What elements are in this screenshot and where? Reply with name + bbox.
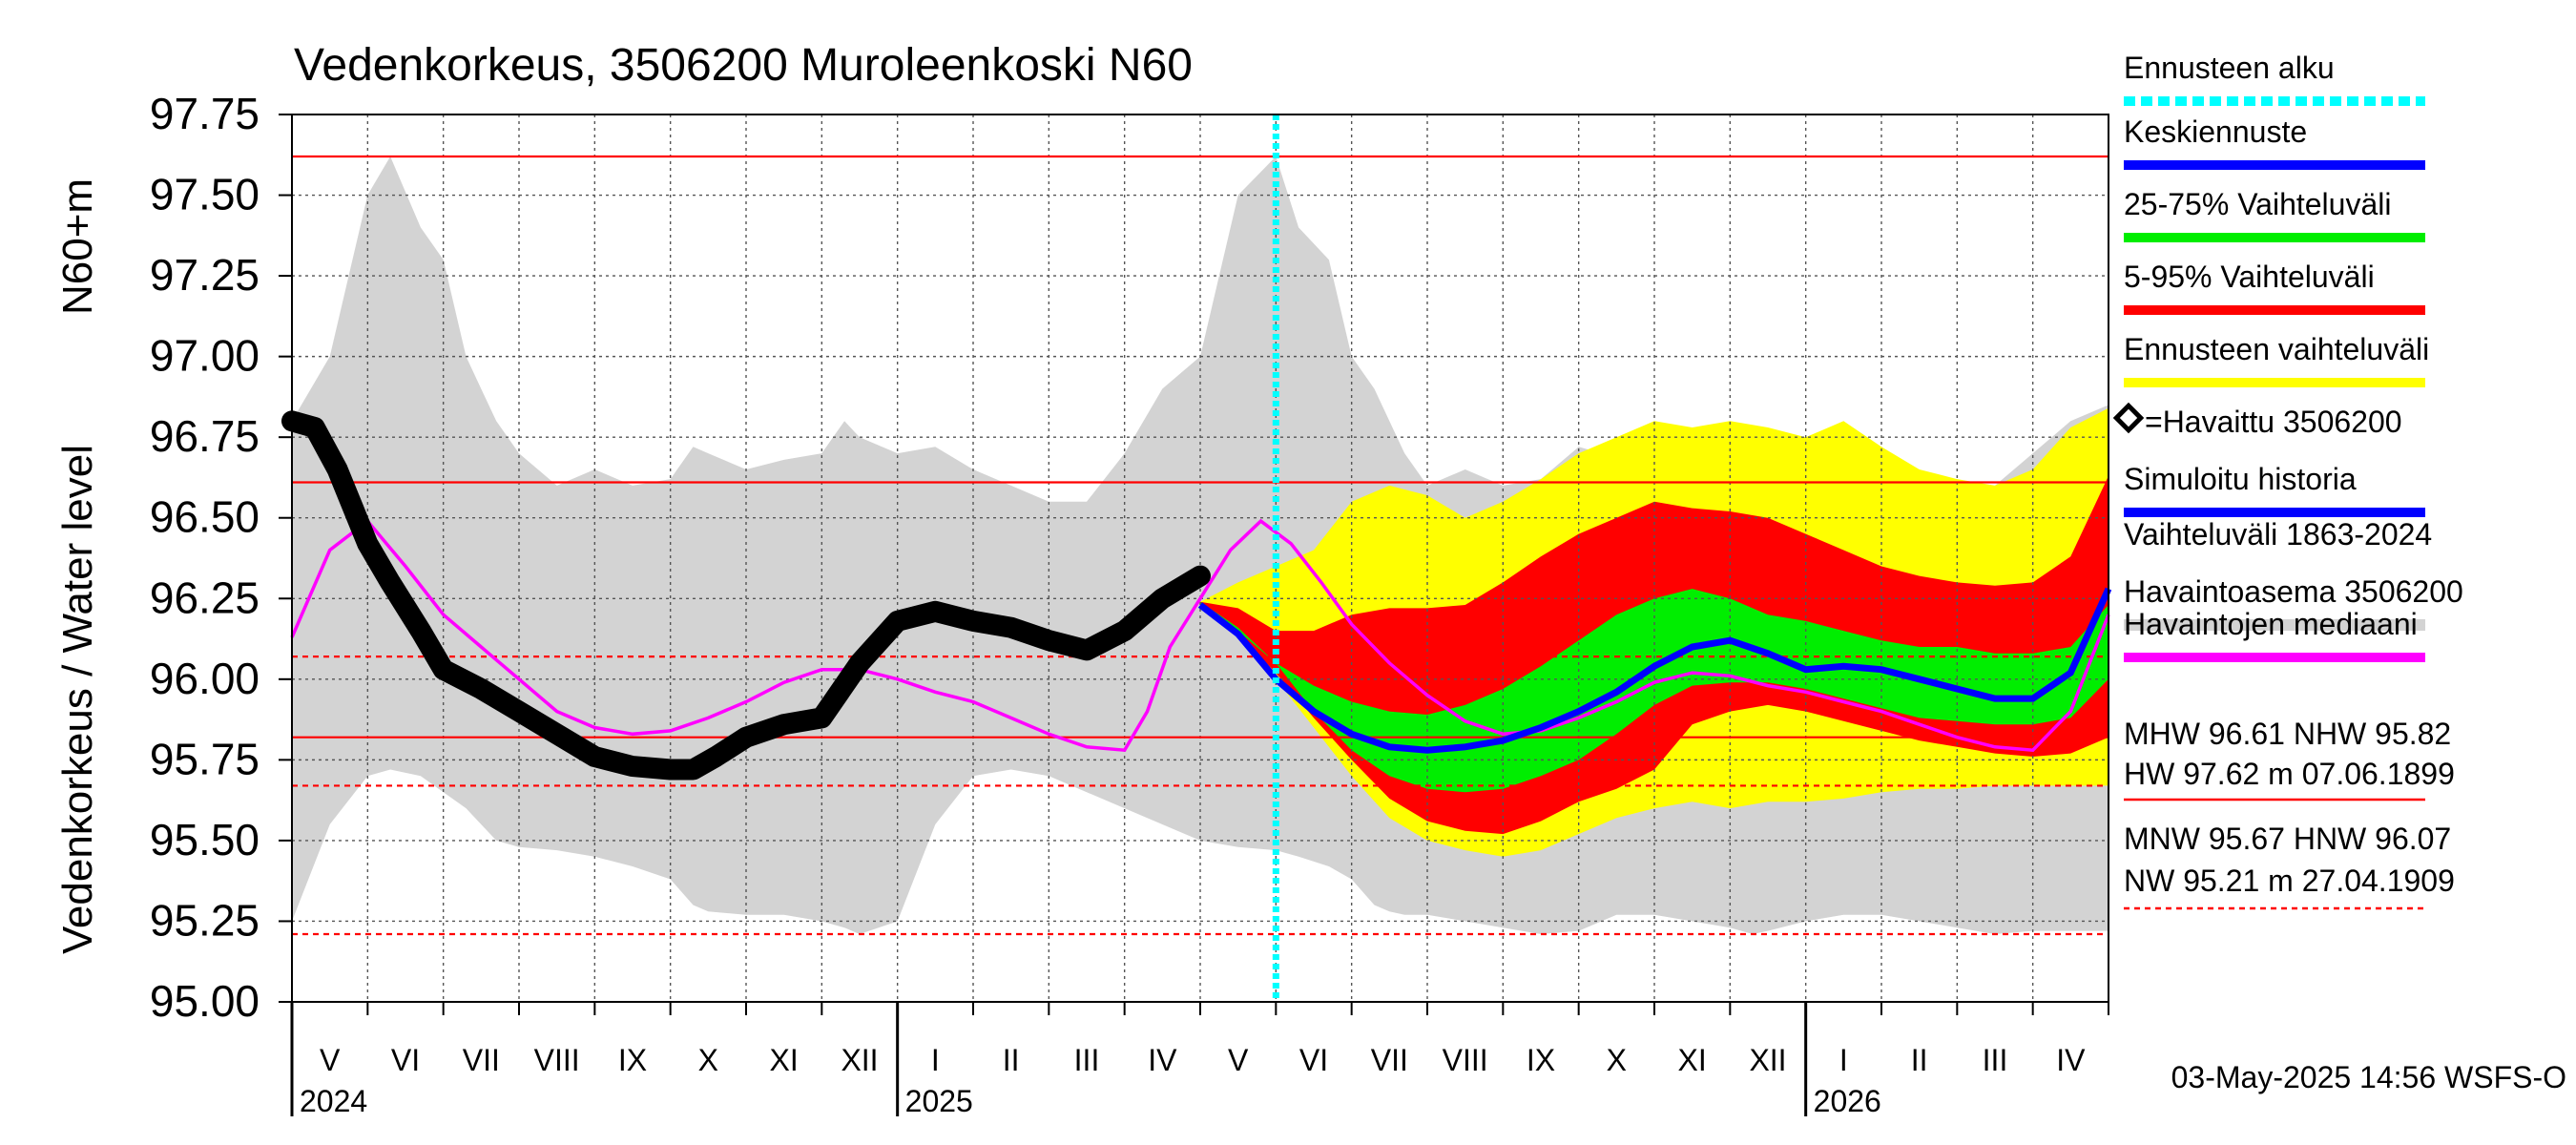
x-month-label: IV — [2056, 1043, 2086, 1077]
y-tick-label: 97.00 — [150, 331, 260, 381]
x-month-label: IX — [1527, 1043, 1555, 1077]
x-month-label: VII — [1371, 1043, 1408, 1077]
stats-mnw-hnw: MNW 95.67 HNW 96.07 — [2124, 822, 2451, 856]
y-tick-label: 95.25 — [150, 895, 260, 945]
x-month-label: XI — [1678, 1043, 1707, 1077]
legend-label: =Havaittu 3506200 — [2145, 405, 2402, 439]
forecast-mean-line — [1197, 587, 2112, 754]
x-month-label: VII — [463, 1043, 500, 1077]
x-month-label: III — [1983, 1043, 2008, 1077]
y-tick-label: 95.75 — [150, 734, 260, 783]
y-tick-label: 96.00 — [150, 654, 260, 703]
x-year-label: 2025 — [905, 1084, 973, 1118]
x-month-label: V — [320, 1043, 341, 1077]
x-year-label: 2024 — [300, 1084, 367, 1118]
stats-hw: HW 97.62 m 07.06.1899 — [2124, 757, 2455, 791]
y-tick-label: 97.50 — [150, 170, 260, 219]
x-month-label: VI — [391, 1043, 420, 1077]
x-month-label: II — [1911, 1043, 1928, 1077]
x-month-label: IX — [618, 1043, 647, 1077]
y-tick-label: 96.75 — [150, 411, 260, 461]
y-tick-label: 97.25 — [150, 250, 260, 300]
y-axis-label: Vedenkorkeus / Water level — [54, 445, 101, 954]
timestamp: 03-May-2025 14:56 WSFS-O — [2171, 1060, 2566, 1094]
y-axis-unit-label: N60+m — [54, 178, 101, 315]
legend-label: Simuloitu historia — [2124, 462, 2357, 496]
legend-label: 25-75% Vaihteluväli — [2124, 187, 2391, 221]
chart-title: Vedenkorkeus, 3506200 Muroleenkoski N60 — [294, 40, 1193, 91]
y-tick-label: 96.50 — [150, 492, 260, 542]
x-month-label: VI — [1299, 1043, 1328, 1077]
legend-label: Ennusteen vaihteluväli — [2124, 332, 2429, 366]
x-year-label: 2026 — [1814, 1084, 1881, 1118]
legend-label: Ennusteen alku — [2124, 51, 2335, 85]
x-month-label: X — [698, 1043, 718, 1077]
legend: Ennusteen alku Keskiennuste 25-75% Vaihtel… — [2112, 51, 2463, 910]
x-month-label: XI — [770, 1043, 799, 1077]
legend-label: Vaihteluväli 1863-2024 — [2124, 517, 2432, 552]
median-line — [290, 518, 2110, 753]
x-month-label: V — [1228, 1043, 1249, 1077]
observed-line — [281, 410, 1211, 781]
stats-mhw-nhw: MHW 96.61 NHW 95.82 — [2124, 717, 2451, 751]
legend-label: Keskiennuste — [2124, 114, 2307, 149]
x-month-label: I — [1839, 1043, 1848, 1077]
legend-label: Havaintoasema 3506200 — [2124, 574, 2463, 609]
y-tick-label: 95.50 — [150, 815, 260, 864]
x-month-label: XII — [841, 1043, 878, 1077]
x-month-label: X — [1607, 1043, 1627, 1077]
x-month-label: VIII — [534, 1043, 580, 1077]
y-tick-label: 97.75 — [150, 89, 260, 138]
x-month-label: VIII — [1443, 1043, 1488, 1077]
x-month-label: I — [931, 1043, 940, 1077]
y-tick-label: 96.25 — [150, 572, 260, 622]
x-month-label: II — [1003, 1043, 1020, 1077]
stats-nw: NW 95.21 m 27.04.1909 — [2124, 864, 2455, 898]
legend-label: 5-95% Vaihteluväli — [2124, 260, 2375, 294]
axes: 95.00 95.25 95.50 95.75 96.00 96.25 96.50 96.75… — [150, 89, 2109, 1118]
x-month-label: XII — [1749, 1043, 1786, 1077]
plot-area — [281, 114, 2112, 1002]
x-month-label: III — [1074, 1043, 1100, 1077]
x-month-label: IV — [1148, 1043, 1177, 1077]
y-tick-label: 95.00 — [150, 976, 260, 1026]
legend-marker-observed — [2112, 402, 2145, 434]
legend-label: Havaintojen mediaani — [2124, 607, 2418, 641]
